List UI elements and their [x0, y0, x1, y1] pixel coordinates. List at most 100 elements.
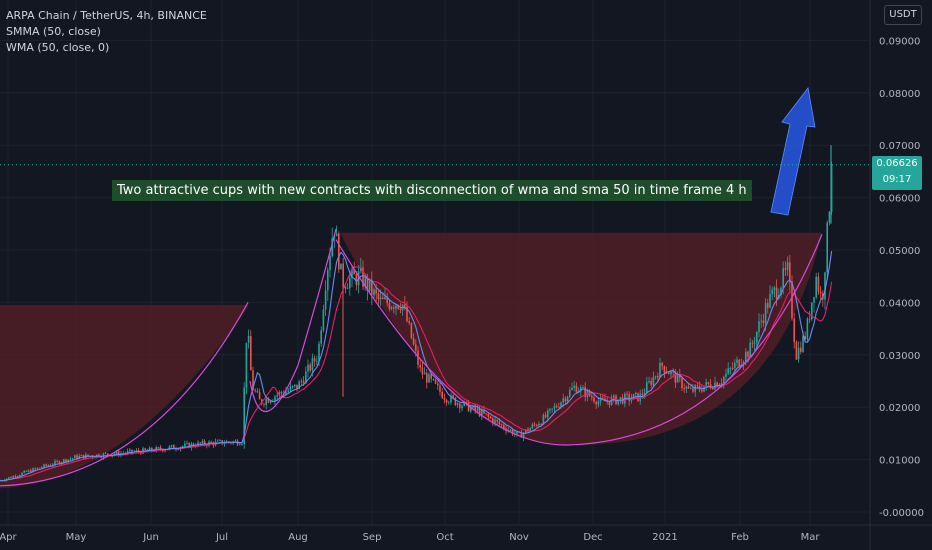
candle-body — [144, 448, 146, 450]
candle-body — [135, 450, 138, 452]
candle-body — [441, 391, 443, 399]
candle-body — [736, 359, 738, 363]
candle-body — [804, 335, 806, 340]
candle-body — [421, 367, 424, 375]
candle-body — [203, 440, 206, 445]
candle-body — [148, 447, 151, 451]
x-tick-label: Aug — [288, 532, 308, 543]
candle-body — [527, 429, 529, 432]
candle-body — [712, 387, 714, 390]
candle-body — [593, 397, 595, 402]
candle-body — [393, 307, 395, 309]
candle-body — [690, 388, 692, 390]
wma-legend[interactable]: WMA (50, close, 0) — [6, 41, 110, 54]
candle-body — [496, 419, 498, 422]
candle-body — [520, 432, 523, 438]
candle-body — [522, 432, 525, 438]
candle-body — [353, 269, 355, 275]
candle-body — [597, 401, 600, 405]
text-annotation[interactable]: Two attractive cups with new contracts w… — [112, 180, 752, 201]
candle-body — [503, 424, 505, 429]
candle-body — [395, 305, 397, 309]
candle-body — [302, 380, 305, 384]
candle-body — [544, 414, 547, 418]
candle-body — [498, 421, 501, 425]
candle-body — [692, 388, 694, 392]
candle-body — [492, 418, 494, 424]
candle-body — [241, 443, 243, 445]
candle-body — [753, 342, 756, 344]
candle-body — [824, 272, 826, 300]
y-tick-label: 0.07000 — [879, 141, 920, 152]
candle-body — [819, 291, 822, 294]
candle-body — [793, 318, 795, 343]
candle-body — [782, 268, 784, 288]
candle-body — [445, 399, 448, 403]
candle-body — [269, 401, 272, 403]
candle-body — [439, 385, 441, 392]
candle-body — [177, 449, 179, 450]
candle-body — [483, 409, 485, 414]
x-tick-label: Sep — [363, 532, 382, 543]
up-arrow-shape — [770, 87, 816, 216]
candle-body — [386, 296, 388, 303]
candle-body — [470, 407, 472, 412]
candle-body — [34, 468, 36, 470]
candle-body — [800, 347, 802, 352]
candle-body — [294, 384, 296, 386]
candle-body — [533, 424, 536, 426]
candle-body — [357, 271, 360, 286]
candle-body — [63, 459, 65, 463]
candle-body — [652, 376, 655, 385]
candle-body — [727, 368, 729, 374]
candle-body — [806, 318, 809, 340]
candle-body — [775, 287, 778, 299]
candle-body — [338, 233, 340, 270]
candle-body — [731, 368, 734, 369]
currency-unit-button[interactable]: USDT — [884, 5, 922, 25]
smma-legend[interactable]: SMMA (50, close) — [6, 25, 101, 38]
candle-body — [709, 384, 712, 388]
candle-body — [434, 379, 437, 384]
candle-body — [575, 385, 578, 393]
y-tick-label: 0.08000 — [879, 89, 920, 100]
y-tick-label: 0.05000 — [879, 246, 920, 257]
candle-body — [19, 475, 21, 477]
chart-legend: ARPA Chain / TetherUS, 4h, BINANCE SMMA … — [6, 8, 207, 56]
candle-body — [322, 309, 325, 331]
candle-body — [243, 387, 245, 444]
candle-body — [489, 416, 492, 419]
candle-body — [485, 413, 487, 415]
candle-body — [591, 395, 593, 398]
symbol-title[interactable]: ARPA Chain / TetherUS, 4h, BINANCE — [6, 9, 207, 22]
candle-body — [428, 374, 430, 383]
candle-body — [384, 296, 386, 299]
candle-body — [789, 262, 791, 282]
cup-curve-right — [335, 234, 823, 446]
candle-body — [529, 428, 531, 432]
candle-body — [408, 321, 410, 323]
candle-body — [494, 419, 496, 424]
candle-body — [298, 381, 300, 390]
candle-body — [672, 371, 674, 373]
candle-body — [628, 394, 630, 401]
candle-body — [410, 322, 413, 339]
candle-body — [324, 290, 327, 310]
candle-body — [665, 372, 668, 374]
candle-body — [364, 276, 366, 287]
candle-body — [448, 402, 450, 404]
candle-body — [701, 389, 703, 392]
candle-body — [12, 476, 14, 478]
candle-body — [547, 410, 549, 418]
candle-body — [54, 461, 56, 465]
candle-body — [663, 365, 666, 373]
x-tick-label: Feb — [731, 532, 749, 543]
candle-body — [49, 465, 52, 467]
candle-body — [371, 279, 373, 296]
candle-body — [795, 342, 798, 360]
candle-body — [27, 470, 30, 472]
candle-body — [390, 307, 393, 310]
candle-body — [289, 386, 292, 391]
candle-body — [826, 222, 828, 273]
